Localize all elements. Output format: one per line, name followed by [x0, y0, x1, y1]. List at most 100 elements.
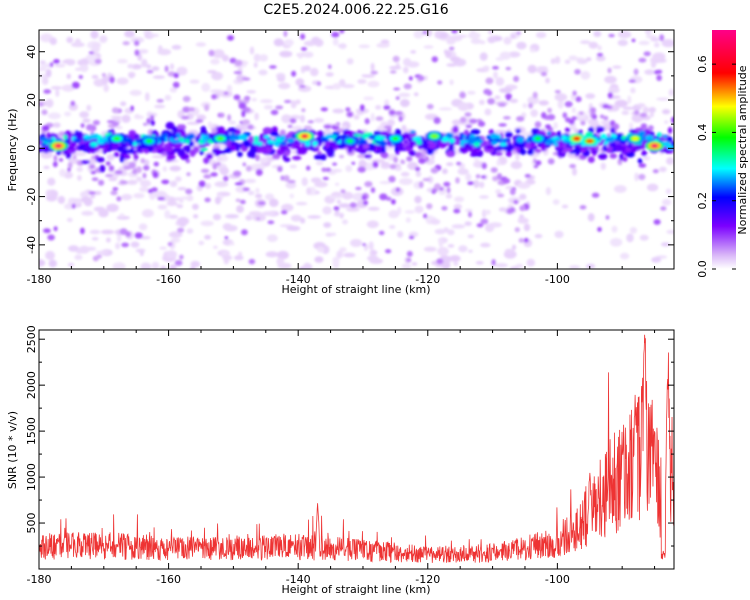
heatmap-cell [242, 162, 247, 167]
heatmap-cell [122, 41, 130, 46]
heatmap-cell [438, 238, 444, 248]
heatmap-cell [279, 129, 286, 137]
heatmap-cell [45, 250, 55, 260]
heatmap-cell [343, 252, 356, 258]
heatmap-cell [241, 119, 251, 125]
heatmap-cell [362, 74, 375, 78]
heatmap-cell [332, 131, 341, 136]
heatmap-cell [401, 263, 412, 269]
heatmap-cell [146, 112, 158, 118]
heatmap-cell [527, 148, 535, 156]
heatmap-cell [412, 136, 419, 141]
heatmap-cell [212, 213, 222, 221]
heatmap-cell [321, 167, 327, 173]
heatmap-cell [342, 191, 354, 200]
heatmap-cell [409, 140, 416, 147]
heatmap-cell [39, 259, 46, 267]
heatmap-cell [74, 254, 83, 260]
heatmap-cell [141, 209, 154, 218]
heatmap-cell [259, 157, 269, 164]
heatmap-cell [424, 156, 430, 162]
heatmap-cell [394, 166, 402, 172]
heatmap-cell [270, 131, 279, 137]
heatmap-cell [255, 187, 260, 194]
heatmap-cell [157, 196, 166, 201]
heatmap-cell [671, 141, 674, 147]
heatmap-cell [638, 57, 647, 63]
heatmap-cell [196, 114, 207, 121]
heatmap-cell [339, 30, 345, 34]
heatmap-cell [105, 161, 111, 166]
y-tick-label: 20 [25, 93, 38, 107]
heatmap-cell [483, 88, 491, 95]
heatmap-cell [106, 154, 115, 161]
heatmap-cell [456, 161, 462, 166]
heatmap-cell [527, 96, 540, 105]
heatmap-cell [296, 147, 301, 155]
heatmap-cell [92, 120, 100, 126]
heatmap-cell [397, 206, 402, 215]
heatmap-cell [272, 154, 281, 160]
heatmap-cell [169, 87, 178, 93]
heatmap-cell [96, 250, 109, 254]
heatmap-cell [485, 223, 495, 233]
heatmap-cell [422, 178, 431, 182]
heatmap-cell [220, 112, 225, 118]
heatmap-cell [89, 133, 100, 140]
heatmap-cell [464, 112, 472, 117]
heatmap-cell [451, 30, 458, 34]
heatmap-cell [221, 251, 229, 255]
heatmap-cell [564, 101, 573, 108]
heatmap-cell [522, 103, 528, 109]
x-tick-label: -160 [156, 573, 181, 586]
heatmap-cell [353, 114, 360, 120]
heatmap-cell [115, 125, 123, 130]
heatmap-cell [666, 157, 674, 165]
heatmap-cell [345, 107, 351, 112]
heatmap-cell [334, 123, 341, 127]
heatmap-cell [631, 136, 639, 141]
heatmap-cell [491, 140, 499, 145]
heatmap-cell [467, 181, 474, 186]
heatmap-cell [589, 107, 597, 114]
x-tick-label: -180 [27, 273, 52, 286]
heatmap-cell [117, 58, 128, 64]
heatmap-cell [71, 81, 80, 89]
heatmap-cell [448, 145, 455, 150]
heatmap-cell [374, 135, 385, 142]
heatmap-cell [247, 124, 254, 130]
heatmap-cell [452, 125, 459, 134]
heatmap-cell [460, 139, 469, 144]
y-tick-label: 40 [25, 45, 38, 59]
heatmap-cell [611, 225, 618, 233]
heatmap-cell [504, 131, 513, 138]
heatmap-cell [550, 58, 556, 65]
heatmap-cell [332, 38, 339, 46]
heatmap-cell [380, 161, 390, 168]
heatmap-cell [106, 203, 119, 213]
heatmap-cell [138, 49, 149, 54]
heatmap-cell [236, 74, 244, 83]
snr-x-axis-label: Height of straight line (km) [281, 583, 430, 596]
y-tick-label: -20 [25, 188, 38, 206]
heatmap-cell [312, 140, 318, 147]
heatmap-cell [67, 162, 73, 169]
heatmap-cell [50, 86, 63, 90]
heatmap-cell [388, 109, 396, 116]
heatmap-cell [502, 178, 511, 184]
heatmap-cell [371, 139, 377, 144]
heatmap-cell [58, 158, 64, 162]
heatmap-cell [346, 207, 360, 212]
heatmap-cell [160, 265, 167, 269]
heatmap-cell [173, 72, 179, 79]
heatmap-cell [637, 103, 646, 108]
heatmap-cell [76, 166, 83, 172]
heatmap-cell [66, 36, 74, 44]
heatmap-cell [124, 30, 135, 38]
heatmap-cell [375, 116, 384, 121]
heatmap-cell [638, 40, 650, 46]
heatmap-cell [468, 211, 472, 218]
heatmap-cell [468, 147, 473, 152]
heatmap-cell [276, 250, 289, 260]
heatmap-cell [409, 130, 416, 134]
